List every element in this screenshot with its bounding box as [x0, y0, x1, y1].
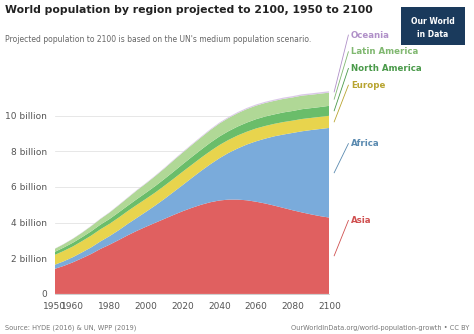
Text: Africa: Africa	[351, 139, 379, 148]
Text: Asia: Asia	[351, 216, 371, 225]
Text: North America: North America	[351, 64, 421, 73]
Text: Source: HYDE (2016) & UN, WPP (2019): Source: HYDE (2016) & UN, WPP (2019)	[5, 324, 136, 331]
Text: Projected population to 2100 is based on the UN's medium population scenario.: Projected population to 2100 is based on…	[5, 35, 311, 44]
Text: in Data: in Data	[417, 30, 448, 39]
Text: OurWorldInData.org/world-population-growth • CC BY: OurWorldInData.org/world-population-grow…	[291, 325, 469, 331]
Text: Latin America: Latin America	[351, 47, 418, 56]
Text: Europe: Europe	[351, 81, 385, 90]
Text: Oceania: Oceania	[351, 31, 390, 39]
Text: Our World: Our World	[410, 17, 455, 26]
Text: World population by region projected to 2100, 1950 to 2100: World population by region projected to …	[5, 5, 373, 15]
